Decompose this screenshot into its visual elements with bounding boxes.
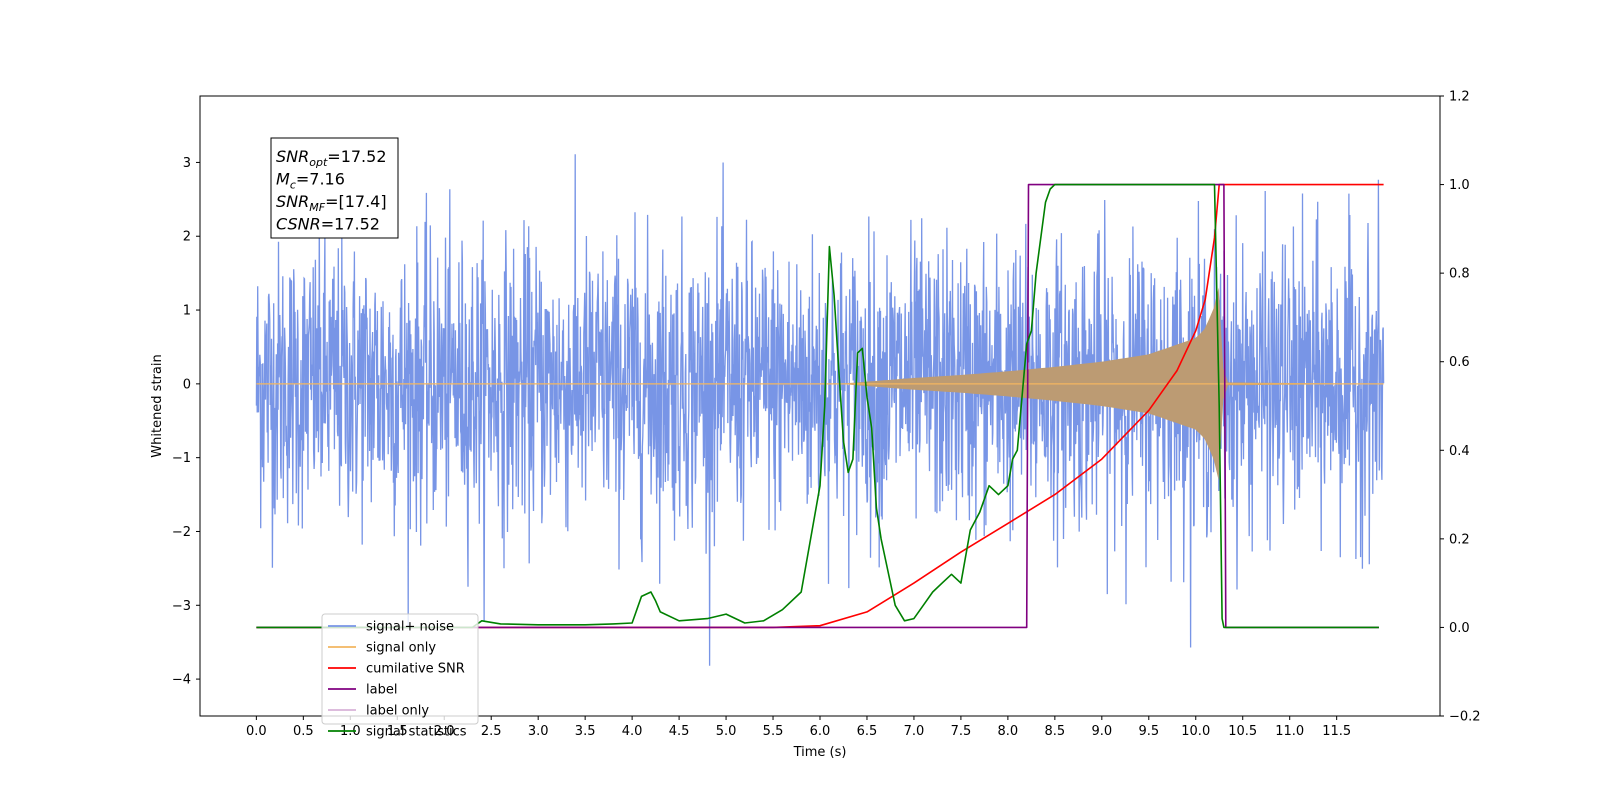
legend-label: label: [366, 683, 397, 698]
y-tick-label: 3: [183, 156, 191, 171]
series-cumilative-snr: [256, 183, 1384, 629]
y2-tick-label: 0.8: [1449, 267, 1470, 282]
x-tick-label: 3.0: [528, 724, 549, 739]
annotation-line: SNRopt=17.52: [276, 147, 387, 169]
legend-frame: [321, 613, 479, 725]
y-tick-label: 1: [183, 304, 191, 319]
x-tick-label: 7.0: [904, 724, 925, 739]
x-tick-label: 1.5: [387, 724, 408, 739]
annotation-box: SNRopt=17.52Mc=7.16SNRMF=[17.4]CSNR=17.5…: [270, 137, 399, 239]
x-tick-label: 5.5: [763, 724, 784, 739]
x-tick-label: 10.0: [1181, 724, 1210, 739]
y-tick-label: −3: [172, 599, 191, 614]
x-tick-label: 2.0: [434, 724, 455, 739]
x-tick-label: 9.5: [1138, 724, 1159, 739]
series-layer: [255, 154, 1385, 666]
annotation-line: Mc=7.16: [276, 170, 345, 192]
annotation-line: CSNR=17.52: [276, 215, 380, 234]
y2-tick-label: 1.0: [1449, 178, 1470, 193]
y-axis-label: Whitened strain: [150, 354, 165, 457]
x-tick-label: 8.0: [998, 724, 1019, 739]
x-axis-label: Time (s): [793, 745, 847, 760]
legend-label: signal only: [366, 641, 436, 656]
x-tick-label: 9.0: [1091, 724, 1112, 739]
x-tick-label: 11.5: [1322, 724, 1351, 739]
y2-tick-label: 0.2: [1449, 532, 1470, 547]
x-tick-label: 6.0: [810, 724, 831, 739]
x-tick-label: 0.0: [246, 724, 267, 739]
x-tick-label: 4.5: [669, 724, 690, 739]
x-tick-label: 2.5: [481, 724, 502, 739]
y2-tick-label: −0.2: [1449, 710, 1481, 725]
y-axis-left: −4 −3 −2 −1 0 1 2 3: [172, 156, 200, 688]
y2-tick-label: 1.2: [1449, 90, 1470, 105]
x-tick-label: 4.0: [622, 724, 643, 739]
x-tick-label: 0.5: [293, 724, 314, 739]
y-axis-right: −0.2 0.0 0.2 0.4 0.6 0.8 1.0 1.2: [1440, 90, 1481, 725]
y-tick-label: −2: [172, 525, 191, 540]
x-tick-label: 8.5: [1045, 724, 1066, 739]
x-tick-label: 5.0: [716, 724, 737, 739]
annotation-frame: [270, 137, 399, 239]
series-signal-statistics: [256, 183, 1379, 629]
y2-tick-label: 0.4: [1449, 444, 1470, 459]
y2-tick-label: 0.0: [1449, 621, 1470, 636]
legend-label: label only: [366, 704, 429, 719]
y-tick-label: −4: [172, 673, 191, 688]
x-axis: 0.0 0.5 1.0 1.5 2.0 2.5 3.0 3.5 4.0 4.5 5.0 5.5 6.0 6…: [246, 716, 1351, 739]
y-tick-label: 0: [183, 377, 191, 392]
x-tick-label: 7.5: [951, 724, 972, 739]
y2-tick-label: 0.6: [1449, 355, 1470, 370]
y-tick-label: −1: [172, 451, 191, 466]
legend-label: signal statistics: [366, 725, 467, 740]
legend: signal+ noise signal only cumilative SNR la…: [321, 613, 479, 740]
x-tick-label: 11.0: [1275, 724, 1304, 739]
legend-label: signal+ noise: [366, 620, 454, 635]
x-tick-label: 10.5: [1228, 724, 1257, 739]
legend-label: cumilative SNR: [366, 662, 465, 677]
annotation-line: SNRMF=[17.4]: [276, 192, 387, 214]
x-tick-label: 6.5: [857, 724, 878, 739]
y-tick-label: 2: [183, 230, 191, 245]
x-tick-label: 3.5: [575, 724, 596, 739]
